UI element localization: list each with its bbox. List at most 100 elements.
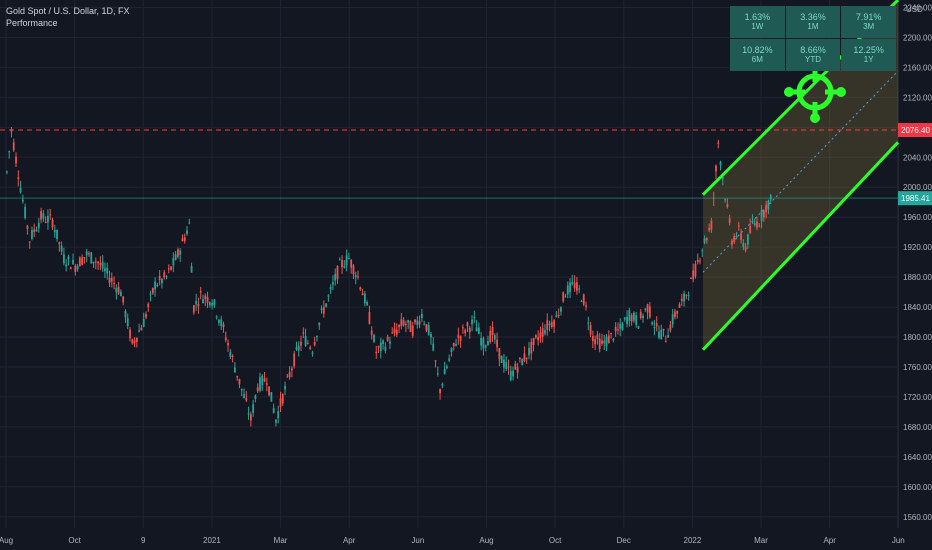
candle-body — [382, 340, 384, 344]
candle-body — [272, 408, 275, 413]
candle-body — [737, 225, 740, 227]
candle-body — [633, 312, 635, 321]
candle-body — [341, 260, 343, 267]
candle-body — [122, 296, 125, 303]
candle-body — [578, 288, 581, 290]
candle-body — [434, 360, 437, 362]
perf-cell: 12.25% 1Y — [841, 39, 896, 71]
candle-body — [195, 301, 198, 305]
perf-period: 3M — [863, 22, 875, 31]
candle-body — [12, 142, 15, 151]
candle-body — [432, 343, 435, 351]
candle-body — [302, 332, 305, 334]
candle-body — [170, 266, 172, 270]
candle-body — [325, 303, 327, 307]
candle-body — [503, 359, 505, 368]
candle-body — [747, 234, 749, 245]
y-tick-label: 1880.00 — [903, 273, 932, 282]
candle-body — [256, 387, 259, 392]
candle-body — [263, 378, 266, 382]
y-tick-label: 1680.00 — [903, 423, 932, 432]
candle-body — [275, 419, 277, 423]
candle-body — [211, 302, 213, 306]
candle-body — [348, 257, 350, 259]
perf-value: 12.25% — [853, 45, 884, 55]
candle-body — [724, 199, 726, 201]
x-tick-label: Jun — [892, 536, 905, 545]
candle-body — [163, 272, 166, 278]
candle-body — [373, 335, 375, 342]
candle-body — [231, 355, 234, 357]
candle-body — [395, 329, 398, 335]
candle-body — [630, 315, 633, 322]
candle-body — [352, 265, 355, 275]
candle-body — [368, 311, 371, 324]
candle-body — [37, 222, 40, 228]
candle-body — [710, 220, 713, 230]
candle-body — [605, 336, 608, 347]
perf-period: YTD — [804, 55, 821, 64]
candle-body — [400, 319, 403, 327]
candle-body — [480, 337, 483, 346]
candle-body — [653, 326, 656, 329]
candle-body — [452, 342, 455, 346]
perf-cell: 8.66% YTD — [785, 39, 841, 71]
chart-title: Gold Spot / U.S. Dollar, 1D, FX — [6, 6, 130, 16]
candle-body — [658, 331, 660, 338]
candle-body — [149, 293, 152, 295]
candle-body — [683, 293, 685, 302]
candle-body — [587, 322, 590, 324]
candle-body — [8, 151, 11, 153]
candle-body — [507, 366, 510, 368]
candle-body — [88, 253, 90, 255]
candle-body — [359, 287, 362, 290]
candle-body — [740, 233, 742, 240]
candle-body — [375, 351, 378, 354]
perf-cell: 10.82% 6M — [730, 39, 785, 71]
candle-body — [446, 366, 448, 369]
candle-body — [44, 221, 47, 223]
candle-body — [147, 303, 150, 308]
candle-body — [662, 328, 665, 331]
candle-body — [468, 327, 471, 333]
candle-body — [715, 165, 717, 172]
candle-body — [343, 266, 346, 268]
candle-body — [78, 257, 81, 267]
candle-body — [197, 304, 200, 307]
candle-body — [202, 299, 204, 304]
candle-body — [238, 378, 241, 385]
candle-body — [489, 330, 492, 343]
candle-body — [519, 357, 521, 360]
candle-body — [564, 296, 567, 298]
x-tick-label: Apr — [343, 536, 356, 545]
candle-body — [598, 338, 601, 350]
candle-body — [475, 327, 478, 332]
perf-value: 3.36% — [800, 12, 826, 22]
perf-value: 7.91% — [855, 12, 882, 22]
candle-body — [696, 260, 699, 263]
candle-body — [635, 315, 638, 325]
candle-body — [523, 353, 526, 362]
candle-body — [690, 277, 692, 279]
candle-body — [234, 367, 236, 373]
candle-body — [309, 347, 312, 349]
candle-body — [72, 259, 74, 264]
candle-body — [58, 242, 61, 245]
candle-body — [316, 335, 318, 338]
candle-body — [701, 250, 704, 252]
candle-body — [455, 344, 457, 346]
candle-body — [350, 259, 353, 268]
candle-body — [174, 254, 177, 260]
candle-body — [40, 211, 42, 220]
candle-body — [338, 259, 341, 261]
candle-body — [286, 375, 289, 377]
candle-body — [379, 342, 382, 352]
candle-body — [17, 177, 20, 180]
target-knob — [810, 113, 820, 123]
candle-body — [15, 156, 17, 164]
perf-period: 1Y — [863, 55, 874, 64]
y-tick-label: 1920.00 — [903, 243, 932, 252]
candle-body — [115, 287, 118, 293]
candle-body — [188, 222, 191, 224]
